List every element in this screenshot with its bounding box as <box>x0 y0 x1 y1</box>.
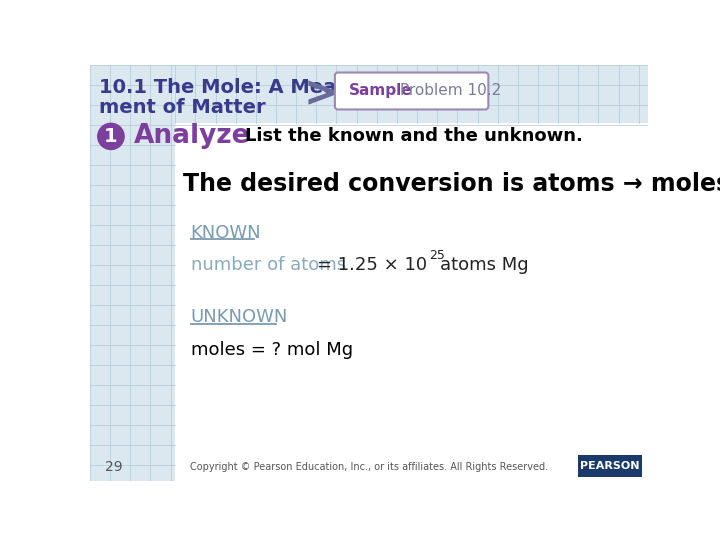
Text: = 1.25 × 10: = 1.25 × 10 <box>317 256 427 274</box>
FancyBboxPatch shape <box>175 123 648 481</box>
Text: List the known and the unknown.: List the known and the unknown. <box>245 127 583 145</box>
Text: UNKNOWN: UNKNOWN <box>191 308 288 326</box>
Text: Copyright © Pearson Education, Inc., or its affiliates. All Rights Reserved.: Copyright © Pearson Education, Inc., or … <box>190 462 548 472</box>
FancyBboxPatch shape <box>90 65 648 481</box>
Text: 29: 29 <box>106 460 123 474</box>
FancyBboxPatch shape <box>90 65 175 481</box>
Text: KNOWN: KNOWN <box>191 224 261 242</box>
Text: Analyze: Analyze <box>133 124 250 150</box>
Text: Problem 10.2: Problem 10.2 <box>395 84 501 98</box>
Text: Sample: Sample <box>349 84 413 98</box>
Text: ment of Matter: ment of Matter <box>99 98 266 117</box>
Circle shape <box>98 123 124 150</box>
FancyBboxPatch shape <box>335 72 488 110</box>
Text: >: > <box>304 73 338 115</box>
Text: atoms Mg: atoms Mg <box>441 256 529 274</box>
Text: moles = ? mol Mg: moles = ? mol Mg <box>191 341 353 359</box>
FancyBboxPatch shape <box>175 65 648 123</box>
Text: PEARSON: PEARSON <box>580 461 640 471</box>
Text: number of atoms: number of atoms <box>191 256 346 274</box>
FancyBboxPatch shape <box>578 455 642 477</box>
Text: The desired conversion is atoms → moles.: The desired conversion is atoms → moles. <box>183 172 720 196</box>
Text: 1: 1 <box>104 127 118 146</box>
Text: 10.1 The Mole: A Measure-: 10.1 The Mole: A Measure- <box>99 78 393 97</box>
Text: 25: 25 <box>429 249 446 262</box>
